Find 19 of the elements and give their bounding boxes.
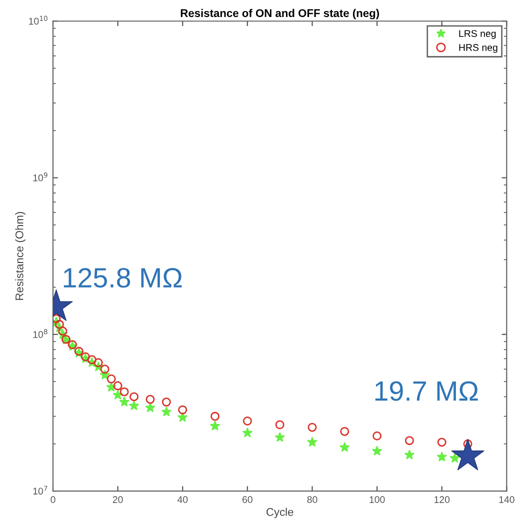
x-tick-label: 120 xyxy=(434,496,450,504)
x-tick-label: 0 xyxy=(50,496,56,504)
x-tick-label: 40 xyxy=(177,496,188,504)
y-tick-label: 10$^{8}$ xyxy=(33,329,48,338)
y-axis-title: Resistance (Ohm) xyxy=(15,212,26,300)
x-tick-label: 80 xyxy=(307,496,318,504)
legend-label: HRS neg xyxy=(459,44,498,53)
y-tick-label: 10$^{7}$ xyxy=(33,486,48,495)
legend-label: LRS neg xyxy=(459,30,496,39)
chart-title: Resistance of ON and OFF state (neg) xyxy=(180,8,379,20)
x-tick-label: 60 xyxy=(242,496,252,504)
x-tick-label: 140 xyxy=(499,496,514,504)
x-tick-label: 100 xyxy=(370,496,385,504)
y-tick-label: 10$^{10}$ xyxy=(29,16,48,25)
y-tick-label: 10$^{9}$ xyxy=(33,172,48,182)
annotation: 19.7 MΩ xyxy=(375,381,478,401)
annotation: 125.8 MΩ xyxy=(64,268,182,288)
x-tick-label: 20 xyxy=(112,496,123,504)
x-axis-title: Cycle xyxy=(266,508,294,518)
